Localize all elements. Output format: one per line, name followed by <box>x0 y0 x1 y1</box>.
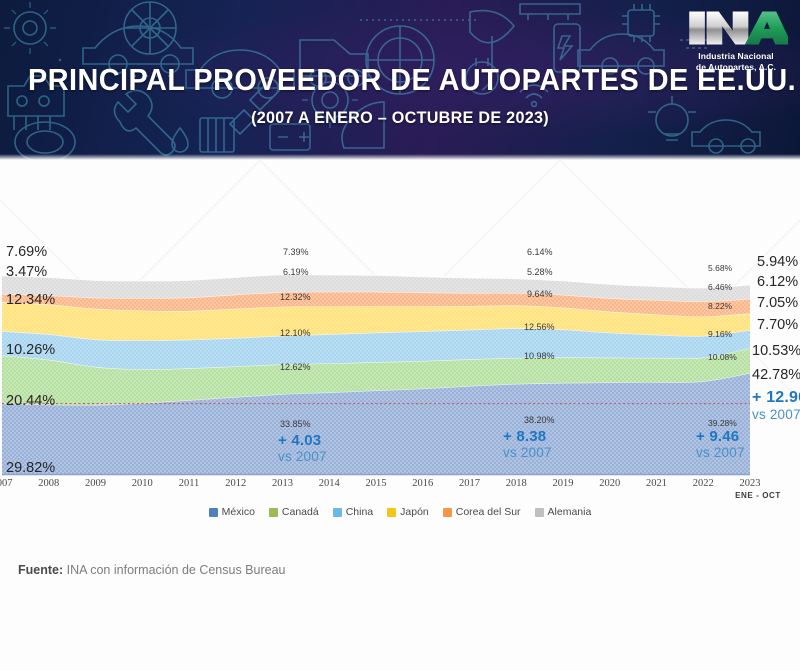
x-axis-tick-2008: 2008 <box>38 478 60 489</box>
legend-item-jap-n[interactable]: Japón <box>387 506 429 518</box>
banner-title: PRINCIPAL PROVEEDOR DE AUTOPARTES DE EE.… <box>28 62 797 97</box>
legend-swatch-icon <box>268 507 278 517</box>
legend-label: México <box>221 506 255 518</box>
source-label: Fuente: <box>18 563 64 577</box>
x-axis-tick-2014: 2014 <box>318 478 340 489</box>
x-axis-tick-2019: 2019 <box>552 478 574 489</box>
x-axis-tick-2017: 2017 <box>459 478 480 489</box>
logo-line-2: de Autopartes, A.C. <box>695 62 777 72</box>
chart-svg <box>1 273 751 476</box>
x-axis-tick-2022: 2022 <box>692 478 714 489</box>
chart-legend: México Canadá China Japón Corea del Sur Alema… <box>0 506 800 518</box>
legend-item-corea-del-sur[interactable]: Corea del Sur <box>442 506 521 518</box>
legend-swatch-icon <box>208 507 218 517</box>
chart-x-axis: 2007 2008 2009 2010 2011 2012 2013 2014 2015 2016… <box>0 478 800 508</box>
legend-swatch-icon <box>387 507 397 517</box>
legend-swatch-icon <box>442 507 452 517</box>
banner-subtitle: (2007 A ENERO – OCTUBRE DE 2023) <box>251 108 549 127</box>
x-axis-tick-2009: 2009 <box>85 478 106 489</box>
logo-line-1: Industria Nacional <box>698 51 774 61</box>
x-axis-tick-2021: 2021 <box>646 478 667 489</box>
legend-label: Corea del Sur <box>455 506 521 518</box>
x-axis-tick-2016: 2016 <box>412 478 434 489</box>
legend-item-china[interactable]: China <box>332 506 374 518</box>
banner-automotive-icon-pattern <box>4 1 761 160</box>
legend-label: Japón <box>400 506 429 518</box>
legend-swatch-icon <box>332 507 342 517</box>
x-axis-sublabel: ENE - OCT <box>735 491 781 500</box>
x-axis-tick-2023: 2023 <box>739 478 761 489</box>
x-axis-tick-2013: 2013 <box>272 478 293 489</box>
chart-plot-area <box>0 238 800 476</box>
legend-item-alemania[interactable]: Alemania <box>534 506 592 518</box>
header-banner: PRINCIPAL PROVEEDOR DE AUTOPARTES DE EE.… <box>0 0 800 160</box>
area-series-alemania <box>1 273 751 302</box>
legend-label: China <box>345 506 374 518</box>
legend-label: Canadá <box>281 506 319 518</box>
x-axis-tick-2018: 2018 <box>505 478 527 489</box>
x-axis-tick-2020: 2020 <box>599 478 621 489</box>
legend-label: Alemania <box>547 506 592 518</box>
source-text: INA con información de Census Bureau <box>63 563 286 577</box>
ina-logo-mark <box>689 11 789 45</box>
legend-item-canad[interactable]: Canadá <box>268 506 319 518</box>
legend-swatch-icon <box>534 507 544 517</box>
x-axis-tick-2012: 2012 <box>225 478 247 489</box>
banner-bottom-fade <box>0 154 800 160</box>
ina-logo: Industria Nacional de Autopartes, A.C. <box>684 8 789 73</box>
x-axis-tick-2011: 2011 <box>178 478 200 489</box>
source-note: Fuente: INA con información de Census Bu… <box>18 563 286 577</box>
x-axis-tick-2010: 2010 <box>131 478 153 489</box>
x-axis-tick-2015: 2015 <box>365 478 387 489</box>
legend-item-m-xico[interactable]: México <box>208 506 255 518</box>
area-series-jap-n <box>1 301 751 341</box>
stacked-area-chart: 7.69% 3.47% 12.34% 10.26% 20.44% 29.82% … <box>0 238 800 538</box>
x-axis-tick-2007: 2007 <box>0 478 13 489</box>
